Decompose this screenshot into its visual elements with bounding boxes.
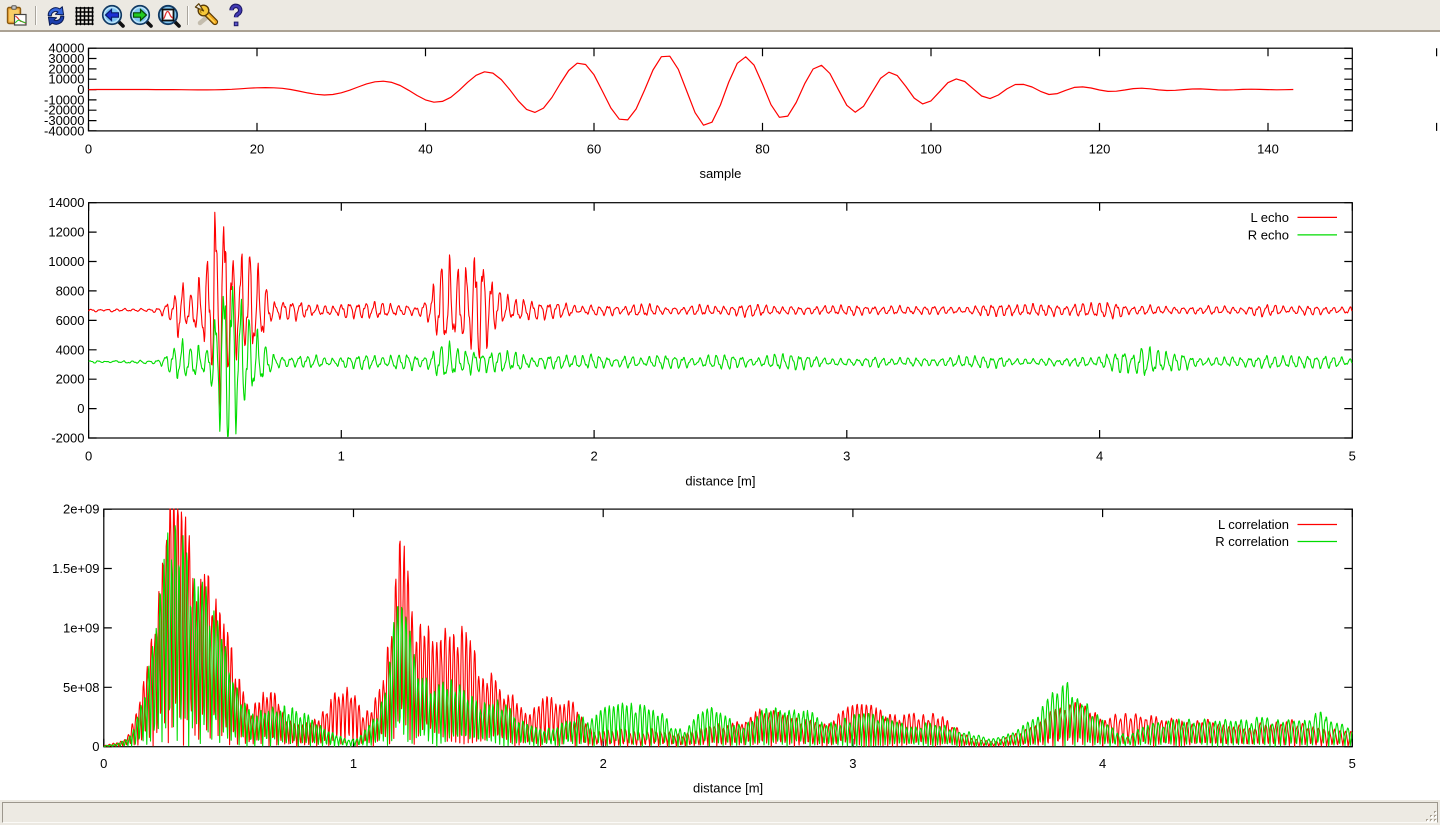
svg-text:R echo: R echo — [1248, 228, 1289, 243]
svg-text:-30000: -30000 — [44, 113, 84, 128]
svg-text:4: 4 — [1096, 449, 1103, 464]
svg-text:5: 5 — [1349, 756, 1356, 771]
svg-text:distance [m]: distance [m] — [693, 781, 763, 796]
svg-text:20000: 20000 — [48, 61, 84, 76]
svg-text:5: 5 — [1349, 449, 1356, 464]
svg-text:0: 0 — [77, 82, 84, 97]
svg-text:10000: 10000 — [48, 254, 84, 269]
svg-text:2: 2 — [590, 449, 597, 464]
svg-text:0: 0 — [85, 449, 92, 464]
svg-text:3: 3 — [843, 449, 850, 464]
svg-text:2e+09: 2e+09 — [63, 502, 100, 517]
svg-text:1: 1 — [338, 449, 345, 464]
svg-text:1: 1 — [350, 756, 357, 771]
svg-text:distance [m]: distance [m] — [685, 474, 755, 489]
svg-text:5e+08: 5e+08 — [63, 680, 100, 695]
svg-text:140: 140 — [1257, 142, 1279, 157]
svg-text:14000: 14000 — [48, 195, 84, 210]
svg-text:2000: 2000 — [56, 372, 85, 387]
svg-text:8000: 8000 — [56, 283, 85, 298]
svg-text:0: 0 — [77, 401, 84, 416]
svg-text:12000: 12000 — [48, 225, 84, 240]
svg-text:0: 0 — [92, 739, 99, 754]
svg-text:10000: 10000 — [48, 72, 84, 87]
svg-text:4: 4 — [1099, 756, 1106, 771]
svg-text:R correlation: R correlation — [1215, 534, 1289, 549]
svg-text:4000: 4000 — [56, 342, 85, 357]
svg-text:20: 20 — [250, 142, 264, 157]
svg-text:3: 3 — [849, 756, 856, 771]
svg-text:1e+09: 1e+09 — [63, 620, 100, 635]
svg-text:L echo: L echo — [1250, 210, 1289, 225]
svg-text:30000: 30000 — [48, 51, 84, 66]
svg-text:80: 80 — [755, 142, 769, 157]
svg-text:0: 0 — [100, 756, 107, 771]
svg-text:-40000: -40000 — [44, 123, 84, 138]
svg-text:sample: sample — [699, 166, 741, 181]
svg-text:100: 100 — [920, 142, 942, 157]
svg-text:40: 40 — [418, 142, 432, 157]
svg-text:40000: 40000 — [48, 41, 84, 56]
svg-text:-10000: -10000 — [44, 92, 84, 107]
svg-text:6000: 6000 — [56, 313, 85, 328]
svg-text:-2000: -2000 — [51, 431, 84, 446]
svg-text:-20000: -20000 — [44, 103, 84, 118]
svg-text:0: 0 — [85, 142, 92, 157]
svg-text:1.5e+09: 1.5e+09 — [52, 561, 99, 576]
svg-text:120: 120 — [1089, 142, 1111, 157]
svg-text:60: 60 — [587, 142, 601, 157]
svg-text:2: 2 — [600, 756, 607, 771]
svg-text:L correlation: L correlation — [1218, 517, 1289, 532]
